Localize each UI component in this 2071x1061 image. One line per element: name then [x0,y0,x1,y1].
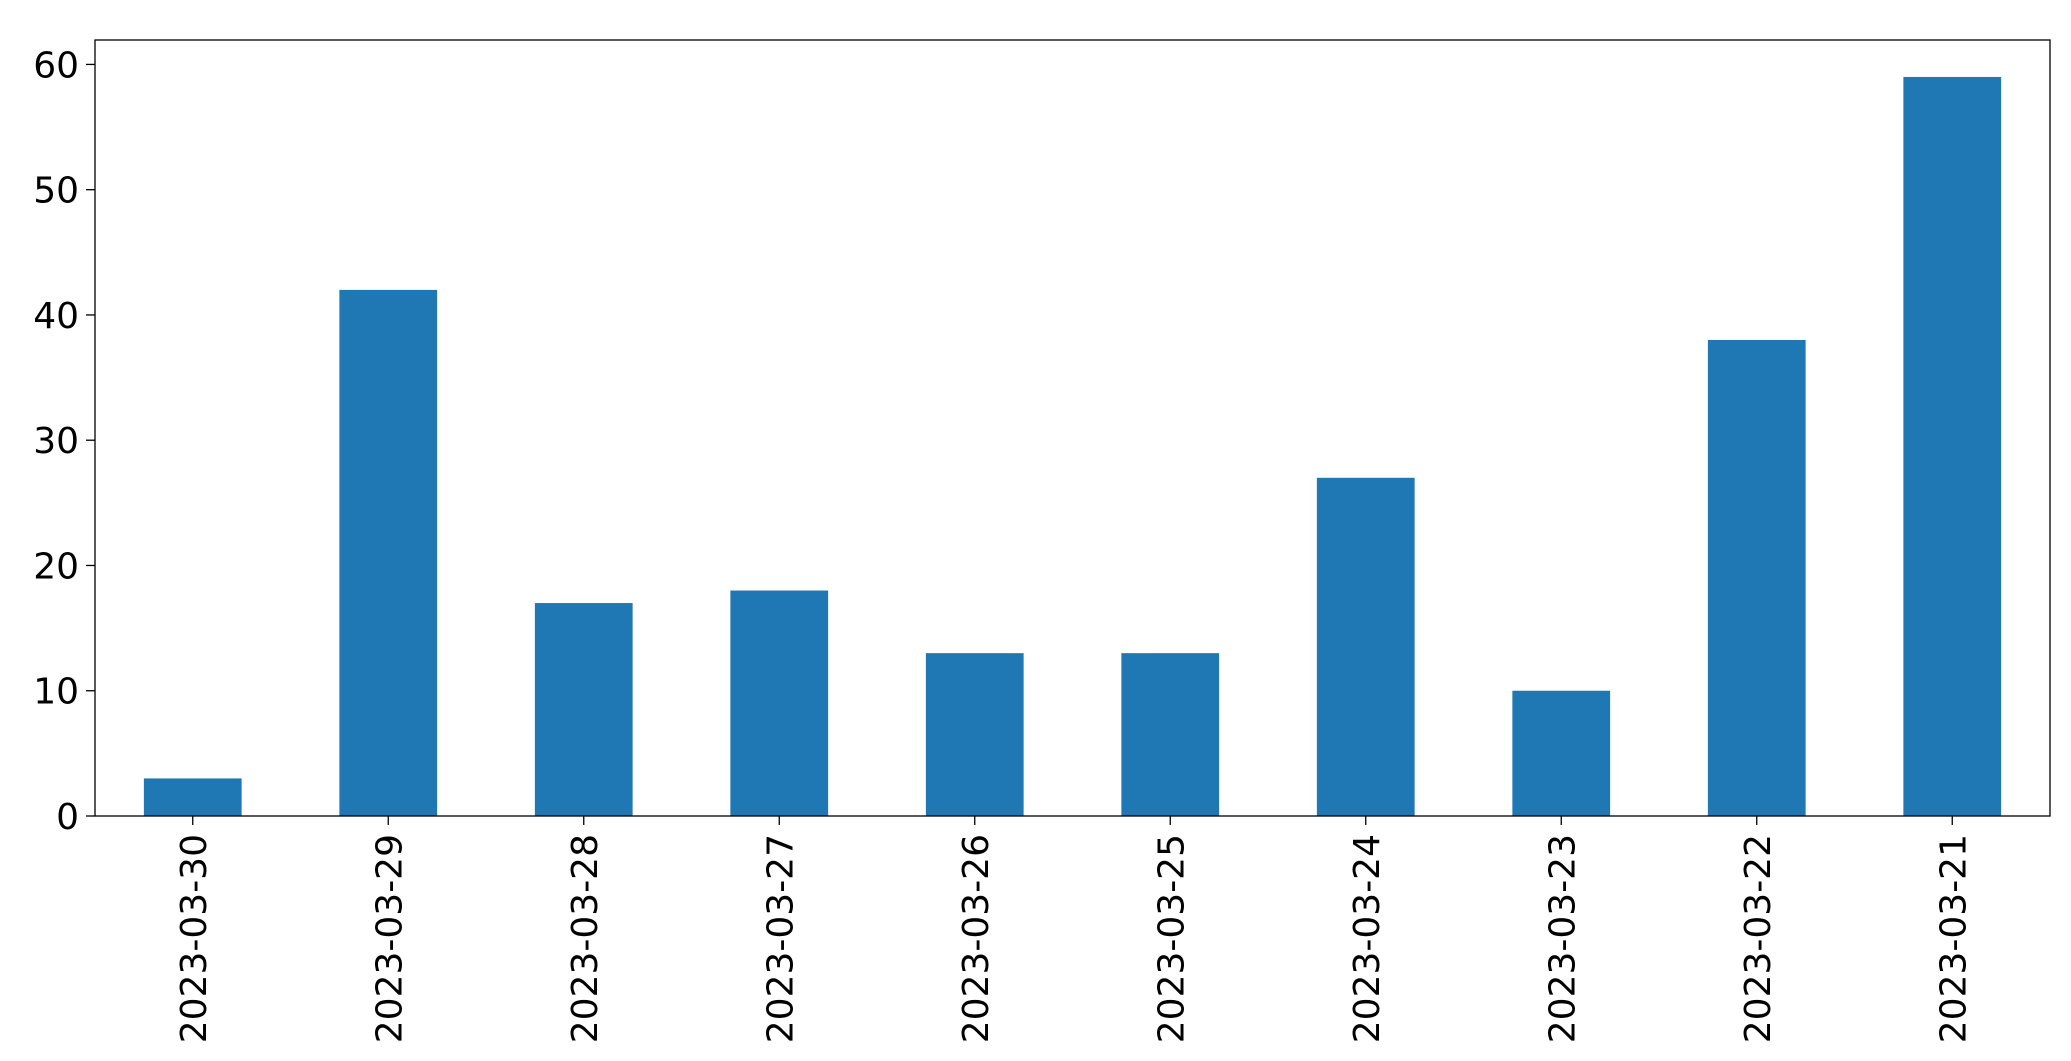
x-tick-label: 2023-03-30 [174,834,215,1043]
y-tick-label: 0 [56,797,79,838]
y-tick-label: 10 [33,672,79,713]
bar [1903,76,2002,816]
x-tick-label: 2023-03-29 [369,834,410,1043]
y-tick-label: 20 [33,546,79,587]
x-tick-label: 2023-03-22 [1738,834,1779,1043]
bar [925,653,1024,816]
bar [534,603,633,816]
y-tick-label: 30 [33,421,79,462]
bar [143,778,242,816]
x-tick-label: 2023-03-26 [956,834,997,1043]
bar [339,289,438,816]
x-tick-label: 2023-03-21 [1933,834,1974,1043]
x-tick-label: 2023-03-24 [1347,834,1388,1043]
y-tick-label: 40 [33,296,79,337]
bar [730,590,829,816]
x-tick-label: 2023-03-27 [760,834,801,1043]
x-tick-label: 2023-03-23 [1542,834,1583,1043]
bar [1121,653,1220,816]
y-tick-label: 50 [33,171,79,212]
y-tick-label: 60 [33,45,79,86]
x-tick-label: 2023-03-25 [1151,834,1192,1043]
plot-frame [94,39,2051,817]
bar [1707,340,1806,816]
bar [1512,690,1611,816]
bar [1316,477,1415,816]
x-tick-label: 2023-03-28 [565,834,606,1043]
